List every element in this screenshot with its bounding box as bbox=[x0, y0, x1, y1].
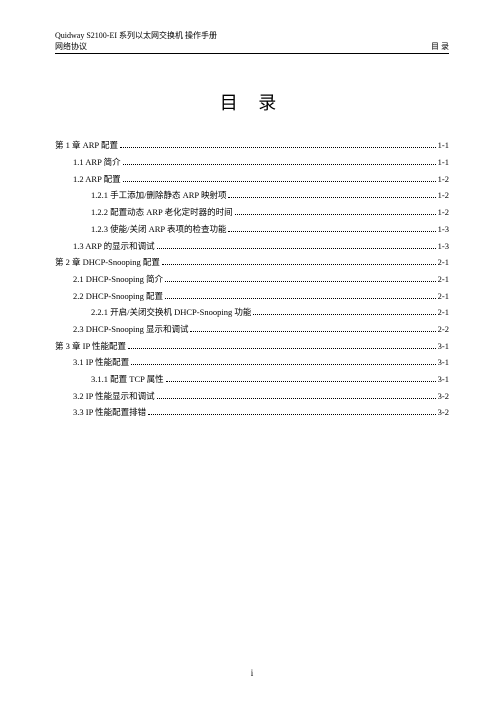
toc-dots bbox=[123, 176, 436, 182]
toc-page: 3-2 bbox=[438, 391, 449, 401]
header-left-top: Quidway S2100-EI 系列以太网交换机 操作手册 bbox=[55, 30, 217, 41]
toc-dots bbox=[165, 276, 436, 282]
toc-label: 2.1 DHCP-Snooping 简介 bbox=[73, 274, 163, 284]
toc-dots bbox=[228, 226, 435, 232]
toc-page: 2-1 bbox=[438, 307, 449, 317]
toc-label: 3.1.1 配置 TCP 属性 bbox=[91, 374, 164, 384]
toc-row: 第 2 章 DHCP-Snooping 配置 2-1 bbox=[55, 257, 449, 267]
toc-row: 第 3 章 IP 性能配置 3-1 bbox=[55, 341, 449, 351]
toc-dots bbox=[190, 326, 435, 332]
toc-label: 3.2 IP 性能显示和调试 bbox=[73, 391, 155, 401]
toc-row: 2.2 DHCP-Snooping 配置 2-1 bbox=[55, 291, 449, 301]
toc-dots bbox=[157, 242, 436, 248]
toc-label: 2.2.1 开启/关闭交换机 DHCP-Snooping 功能 bbox=[91, 307, 251, 317]
toc-page: 1-2 bbox=[438, 207, 449, 217]
toc-page: 1-3 bbox=[438, 241, 449, 251]
toc-row: 1.2 ARP 配置 1-2 bbox=[55, 174, 449, 184]
toc-row: 1.2.2 配置动态 ARP 老化定时器的时间 1-2 bbox=[55, 207, 449, 217]
toc-label: 1.2.2 配置动态 ARP 老化定时器的时间 bbox=[91, 207, 233, 217]
toc-page: 2-1 bbox=[438, 291, 449, 301]
toc-page: 3-1 bbox=[438, 341, 449, 351]
toc-row: 2.3 DHCP-Snooping 显示和调试 2-2 bbox=[55, 324, 449, 334]
toc-row: 1.1 ARP 简介 1-1 bbox=[55, 157, 449, 167]
toc-dots bbox=[166, 376, 436, 382]
toc-dots bbox=[253, 309, 435, 315]
toc-row: 1.2.1 手工添加/删除静态 ARP 映射项 1-2 bbox=[55, 190, 449, 200]
header-right: 目 录 bbox=[431, 41, 449, 52]
toc-label: 第 1 章 ARP 配置 bbox=[55, 140, 118, 150]
page-number: i bbox=[0, 668, 504, 678]
toc-dots bbox=[123, 159, 436, 165]
toc-dots bbox=[165, 292, 436, 298]
toc-dots bbox=[148, 409, 436, 415]
page: Quidway S2100-EI 系列以太网交换机 操作手册 网络协议 目 录 … bbox=[0, 0, 504, 713]
toc-label: 第 2 章 DHCP-Snooping 配置 bbox=[55, 257, 160, 267]
toc-page: 3-1 bbox=[438, 374, 449, 384]
toc-dots bbox=[157, 393, 436, 399]
toc-row: 3.1 IP 性能配置 3-1 bbox=[55, 357, 449, 367]
toc-row: 3.3 IP 性能配置排错 3-2 bbox=[55, 407, 449, 417]
toc-row: 3.2 IP 性能显示和调试 3-2 bbox=[55, 391, 449, 401]
toc-label: 第 3 章 IP 性能配置 bbox=[55, 341, 126, 351]
header-left-bottom: 网络协议 bbox=[55, 41, 87, 52]
toc: 第 1 章 ARP 配置 1-1 1.1 ARP 简介 1-1 1.2 ARP 配置 1-… bbox=[55, 140, 449, 417]
toc-label: 1.2 ARP 配置 bbox=[73, 174, 121, 184]
toc-page: 1-1 bbox=[438, 157, 449, 167]
header-line-2: 网络协议 目 录 bbox=[55, 41, 449, 52]
toc-label: 2.3 DHCP-Snooping 显示和调试 bbox=[73, 324, 188, 334]
header-rule bbox=[55, 53, 449, 54]
toc-page: 2-2 bbox=[438, 324, 449, 334]
toc-row: 3.1.1 配置 TCP 属性 3-1 bbox=[55, 374, 449, 384]
toc-label: 1.2.3 使能/关闭 ARP 表项的检查功能 bbox=[91, 224, 226, 234]
toc-label: 1.2.1 手工添加/删除静态 ARP 映射项 bbox=[91, 190, 226, 200]
toc-dots bbox=[162, 259, 436, 265]
toc-label: 2.2 DHCP-Snooping 配置 bbox=[73, 291, 163, 301]
header-line-1: Quidway S2100-EI 系列以太网交换机 操作手册 bbox=[55, 30, 449, 41]
toc-page: 3-2 bbox=[438, 407, 449, 417]
toc-dots bbox=[120, 142, 436, 148]
toc-page: 1-1 bbox=[438, 140, 449, 150]
toc-row: 2.2.1 开启/关闭交换机 DHCP-Snooping 功能 2-1 bbox=[55, 307, 449, 317]
toc-page: 1-2 bbox=[438, 190, 449, 200]
toc-label: 1.3 ARP 的显示和调试 bbox=[73, 241, 155, 251]
toc-dots bbox=[235, 209, 436, 215]
toc-label: 3.1 IP 性能配置 bbox=[73, 357, 129, 367]
toc-row: 1.2.3 使能/关闭 ARP 表项的检查功能 1-3 bbox=[55, 224, 449, 234]
toc-page: 3-1 bbox=[438, 357, 449, 367]
toc-page: 1-2 bbox=[438, 174, 449, 184]
toc-row: 2.1 DHCP-Snooping 简介 2-1 bbox=[55, 274, 449, 284]
toc-label: 1.1 ARP 简介 bbox=[73, 157, 121, 167]
toc-title: 目 录 bbox=[55, 89, 449, 115]
toc-label: 3.3 IP 性能配置排错 bbox=[73, 407, 146, 417]
toc-dots bbox=[131, 359, 436, 365]
toc-page: 1-3 bbox=[438, 224, 449, 234]
toc-dots bbox=[228, 192, 435, 198]
toc-page: 2-1 bbox=[438, 257, 449, 267]
toc-row: 1.3 ARP 的显示和调试 1-3 bbox=[55, 241, 449, 251]
toc-page: 2-1 bbox=[438, 274, 449, 284]
toc-row: 第 1 章 ARP 配置 1-1 bbox=[55, 140, 449, 150]
toc-dots bbox=[128, 343, 436, 349]
